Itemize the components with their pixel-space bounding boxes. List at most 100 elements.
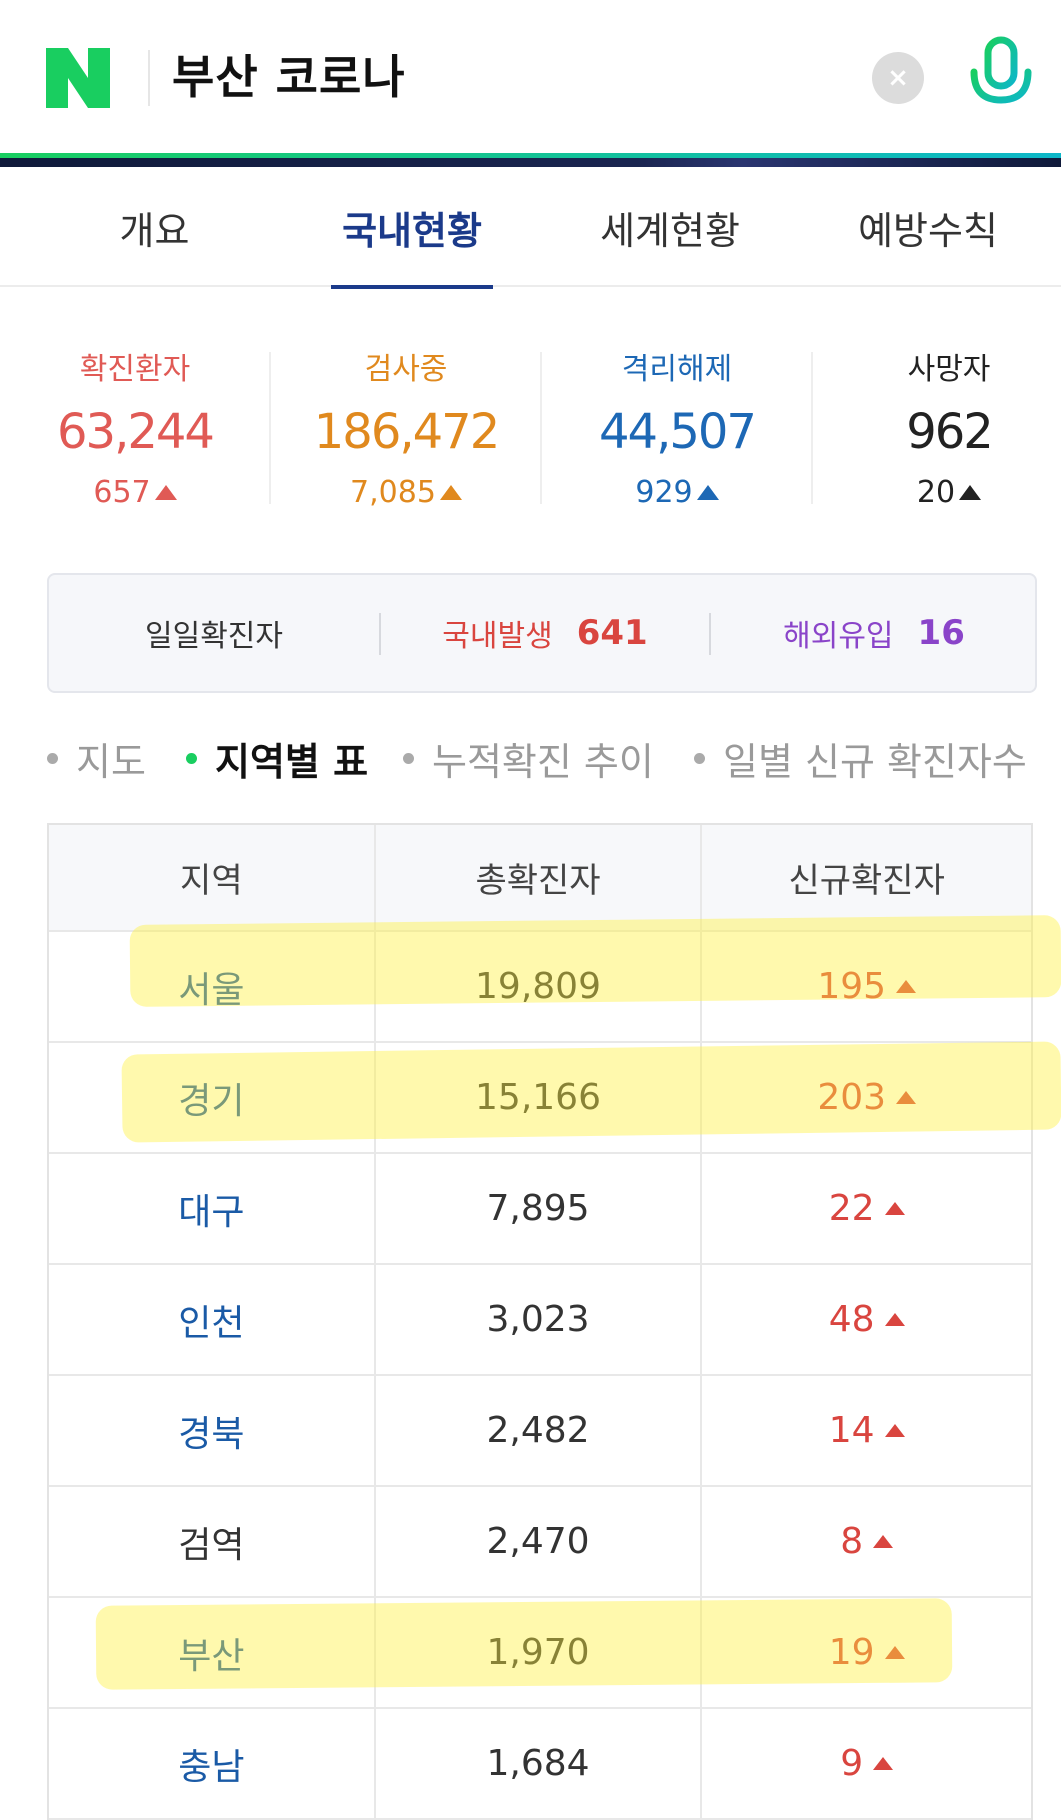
up-triangle-icon xyxy=(884,1202,905,1215)
region-name-link[interactable]: 대구 xyxy=(49,1154,376,1263)
region-name-link[interactable]: 부산 xyxy=(49,1598,376,1707)
stat-delta: 7,085 xyxy=(291,469,521,517)
header-total: 총확진자 xyxy=(376,825,703,930)
tab-world[interactable]: 세계현황 xyxy=(600,208,740,253)
daily-divider xyxy=(709,613,711,655)
bullet-icon xyxy=(47,752,58,764)
table-row: 검역 2,470 8 xyxy=(49,1487,1031,1598)
stat-delta: 929 xyxy=(562,469,792,517)
microphone-icon[interactable] xyxy=(966,36,1036,120)
region-table: 지역 총확진자 신규확진자 서울 19,809 195 경기 15,166 20… xyxy=(47,823,1033,1820)
new-cases: 8 xyxy=(702,1487,1031,1596)
main-tabs: 개요 국내현황 세계현황 예방수칙 xyxy=(0,167,1061,289)
table-row: 대구 7,895 22 xyxy=(49,1154,1031,1265)
stat-value: 44,507 xyxy=(599,404,757,460)
stat-value: 962 xyxy=(906,404,994,460)
overseas-label: 해외유입 xyxy=(783,619,894,654)
total-cases: 1,684 xyxy=(376,1709,703,1818)
bullet-icon xyxy=(186,752,197,764)
new-cases: 22 xyxy=(702,1154,1031,1263)
clear-search-button[interactable]: × xyxy=(872,52,924,104)
search-underline xyxy=(0,153,1061,158)
region-name: 검역 xyxy=(49,1487,376,1596)
new-cases: 19 xyxy=(702,1598,1031,1707)
total-cases: 3,023 xyxy=(376,1265,703,1374)
region-name-link[interactable]: 충남 xyxy=(49,1709,376,1818)
daily-domestic: 국내발생 641 xyxy=(381,575,709,691)
domestic-value: 641 xyxy=(576,613,648,653)
stat-delta: 657 xyxy=(20,469,250,517)
stat-delta: 20 xyxy=(834,469,1061,517)
stat-label: 사망자 xyxy=(907,352,991,387)
stat-divider xyxy=(269,352,271,504)
up-triangle-icon xyxy=(896,980,917,993)
overseas-value: 16 xyxy=(917,613,965,653)
new-cases: 195 xyxy=(702,932,1031,1041)
table-header-row: 지역 총확진자 신규확진자 xyxy=(49,825,1031,932)
search-input[interactable]: 부산 코로나 xyxy=(172,50,406,104)
up-triangle-icon xyxy=(696,485,719,500)
table-row: 충남 1,684 9 xyxy=(49,1709,1031,1820)
new-cases: 9 xyxy=(702,1709,1031,1818)
stat-divider xyxy=(811,352,813,504)
naver-logo-icon[interactable] xyxy=(46,48,110,108)
stat-testing: 검사중 186,472 7,085 xyxy=(291,345,521,517)
daily-label: 일일확진자 xyxy=(145,619,283,654)
tab-prevention[interactable]: 예방수칙 xyxy=(858,208,998,253)
table-row: 인천 3,023 48 xyxy=(49,1265,1031,1376)
stat-label: 확진환자 xyxy=(79,352,191,387)
daily-overseas: 해외유입 16 xyxy=(711,575,1037,691)
total-cases: 19,809 xyxy=(376,932,703,1041)
new-cases: 14 xyxy=(702,1376,1031,1485)
total-cases: 7,895 xyxy=(376,1154,703,1263)
stat-confirmed: 확진환자 63,244 657 xyxy=(20,345,250,517)
search-divider xyxy=(148,50,150,106)
stat-label: 격리해제 xyxy=(621,352,733,387)
bullet-icon xyxy=(403,752,414,764)
region-name-link[interactable]: 서울 xyxy=(49,932,376,1041)
total-cases: 15,166 xyxy=(376,1043,703,1152)
up-triangle-icon xyxy=(884,1424,905,1437)
new-cases: 203 xyxy=(702,1043,1031,1152)
subtab-map[interactable]: 지도 xyxy=(47,726,146,790)
tab-domestic[interactable]: 국내현황 xyxy=(331,167,493,289)
up-triangle-icon xyxy=(959,485,982,500)
up-triangle-icon xyxy=(873,1757,894,1770)
table-row: 경북 2,482 14 xyxy=(49,1376,1031,1487)
subtab-cumulative-trend[interactable]: 누적확진 추이 xyxy=(403,726,654,790)
total-cases: 2,470 xyxy=(376,1487,703,1596)
stat-deaths: 사망자 962 20 xyxy=(834,345,1061,517)
subtab-region-table[interactable]: 지역별 표 xyxy=(186,726,368,790)
total-cases: 1,970 xyxy=(376,1598,703,1707)
table-row: 부산 1,970 19 xyxy=(49,1598,1031,1709)
total-cases: 2,482 xyxy=(376,1376,703,1485)
new-cases: 48 xyxy=(702,1265,1031,1374)
stat-label: 검사중 xyxy=(364,352,448,387)
domestic-label: 국내발생 xyxy=(442,619,553,654)
up-triangle-icon xyxy=(439,485,462,500)
stat-value: 63,244 xyxy=(57,404,215,460)
subtab-daily-new[interactable]: 일별 신규 확진자수 xyxy=(694,726,1027,790)
search-bar: 부산 코로나 × xyxy=(0,0,1061,155)
stat-divider xyxy=(540,352,542,504)
stat-released: 격리해제 44,507 929 xyxy=(562,345,792,517)
daily-confirmed-box: 일일확진자 국내발생 641 해외유입 16 xyxy=(47,573,1037,693)
daily-divider xyxy=(379,613,381,655)
region-name-link[interactable]: 인천 xyxy=(49,1265,376,1374)
up-triangle-icon xyxy=(896,1091,917,1104)
tab-overview[interactable]: 개요 xyxy=(119,208,190,253)
up-triangle-icon xyxy=(884,1313,905,1326)
region-name-link[interactable]: 경기 xyxy=(49,1043,376,1152)
stat-value: 186,472 xyxy=(313,404,501,460)
close-icon: × xyxy=(887,63,909,93)
bullet-icon xyxy=(694,752,705,764)
table-row: 서울 19,809 195 xyxy=(49,932,1031,1043)
table-row: 경기 15,166 203 xyxy=(49,1043,1031,1154)
header-region: 지역 xyxy=(49,825,376,930)
up-triangle-icon xyxy=(154,485,177,500)
header-new: 신규확진자 xyxy=(788,861,945,901)
region-name-link[interactable]: 경북 xyxy=(49,1376,376,1485)
banner-strip xyxy=(0,158,1061,167)
up-triangle-icon xyxy=(873,1535,894,1548)
up-triangle-icon xyxy=(884,1646,905,1659)
